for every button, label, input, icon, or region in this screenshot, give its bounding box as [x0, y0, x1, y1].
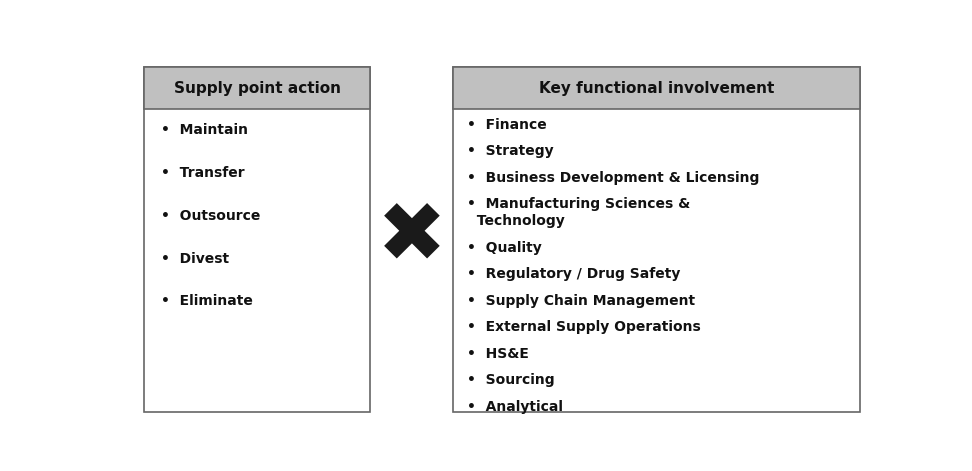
- Text: Supply point action: Supply point action: [174, 81, 340, 96]
- Bar: [453, 67, 860, 412]
- Text: •  Transfer: • Transfer: [160, 166, 244, 180]
- Text: •  Divest: • Divest: [160, 252, 228, 266]
- Text: •  Business Development & Licensing: • Business Development & Licensing: [467, 171, 759, 185]
- Bar: [453, 67, 860, 109]
- Text: •  Finance: • Finance: [467, 118, 546, 132]
- Text: •  Supply Chain Management: • Supply Chain Management: [467, 294, 695, 308]
- Bar: [144, 67, 370, 109]
- Text: •  Analytical: • Analytical: [467, 400, 563, 414]
- Text: •  Maintain: • Maintain: [160, 123, 248, 137]
- Text: •  Eliminate: • Eliminate: [160, 294, 253, 309]
- Text: •  Manufacturing Sciences &
  Technology: • Manufacturing Sciences & Technology: [467, 197, 690, 228]
- Text: •  HS&E: • HS&E: [467, 347, 529, 361]
- Text: •  Strategy: • Strategy: [467, 144, 553, 158]
- Text: •  Sourcing: • Sourcing: [467, 374, 554, 387]
- Text: •  External Supply Operations: • External Supply Operations: [467, 320, 700, 334]
- Text: •  Outsource: • Outsource: [160, 209, 260, 223]
- Text: Key functional involvement: Key functional involvement: [538, 81, 774, 96]
- Text: •  Quality: • Quality: [467, 241, 541, 255]
- Text: •  Regulatory / Drug Safety: • Regulatory / Drug Safety: [467, 268, 679, 281]
- Text: ✖: ✖: [376, 197, 446, 278]
- Bar: [144, 67, 370, 412]
